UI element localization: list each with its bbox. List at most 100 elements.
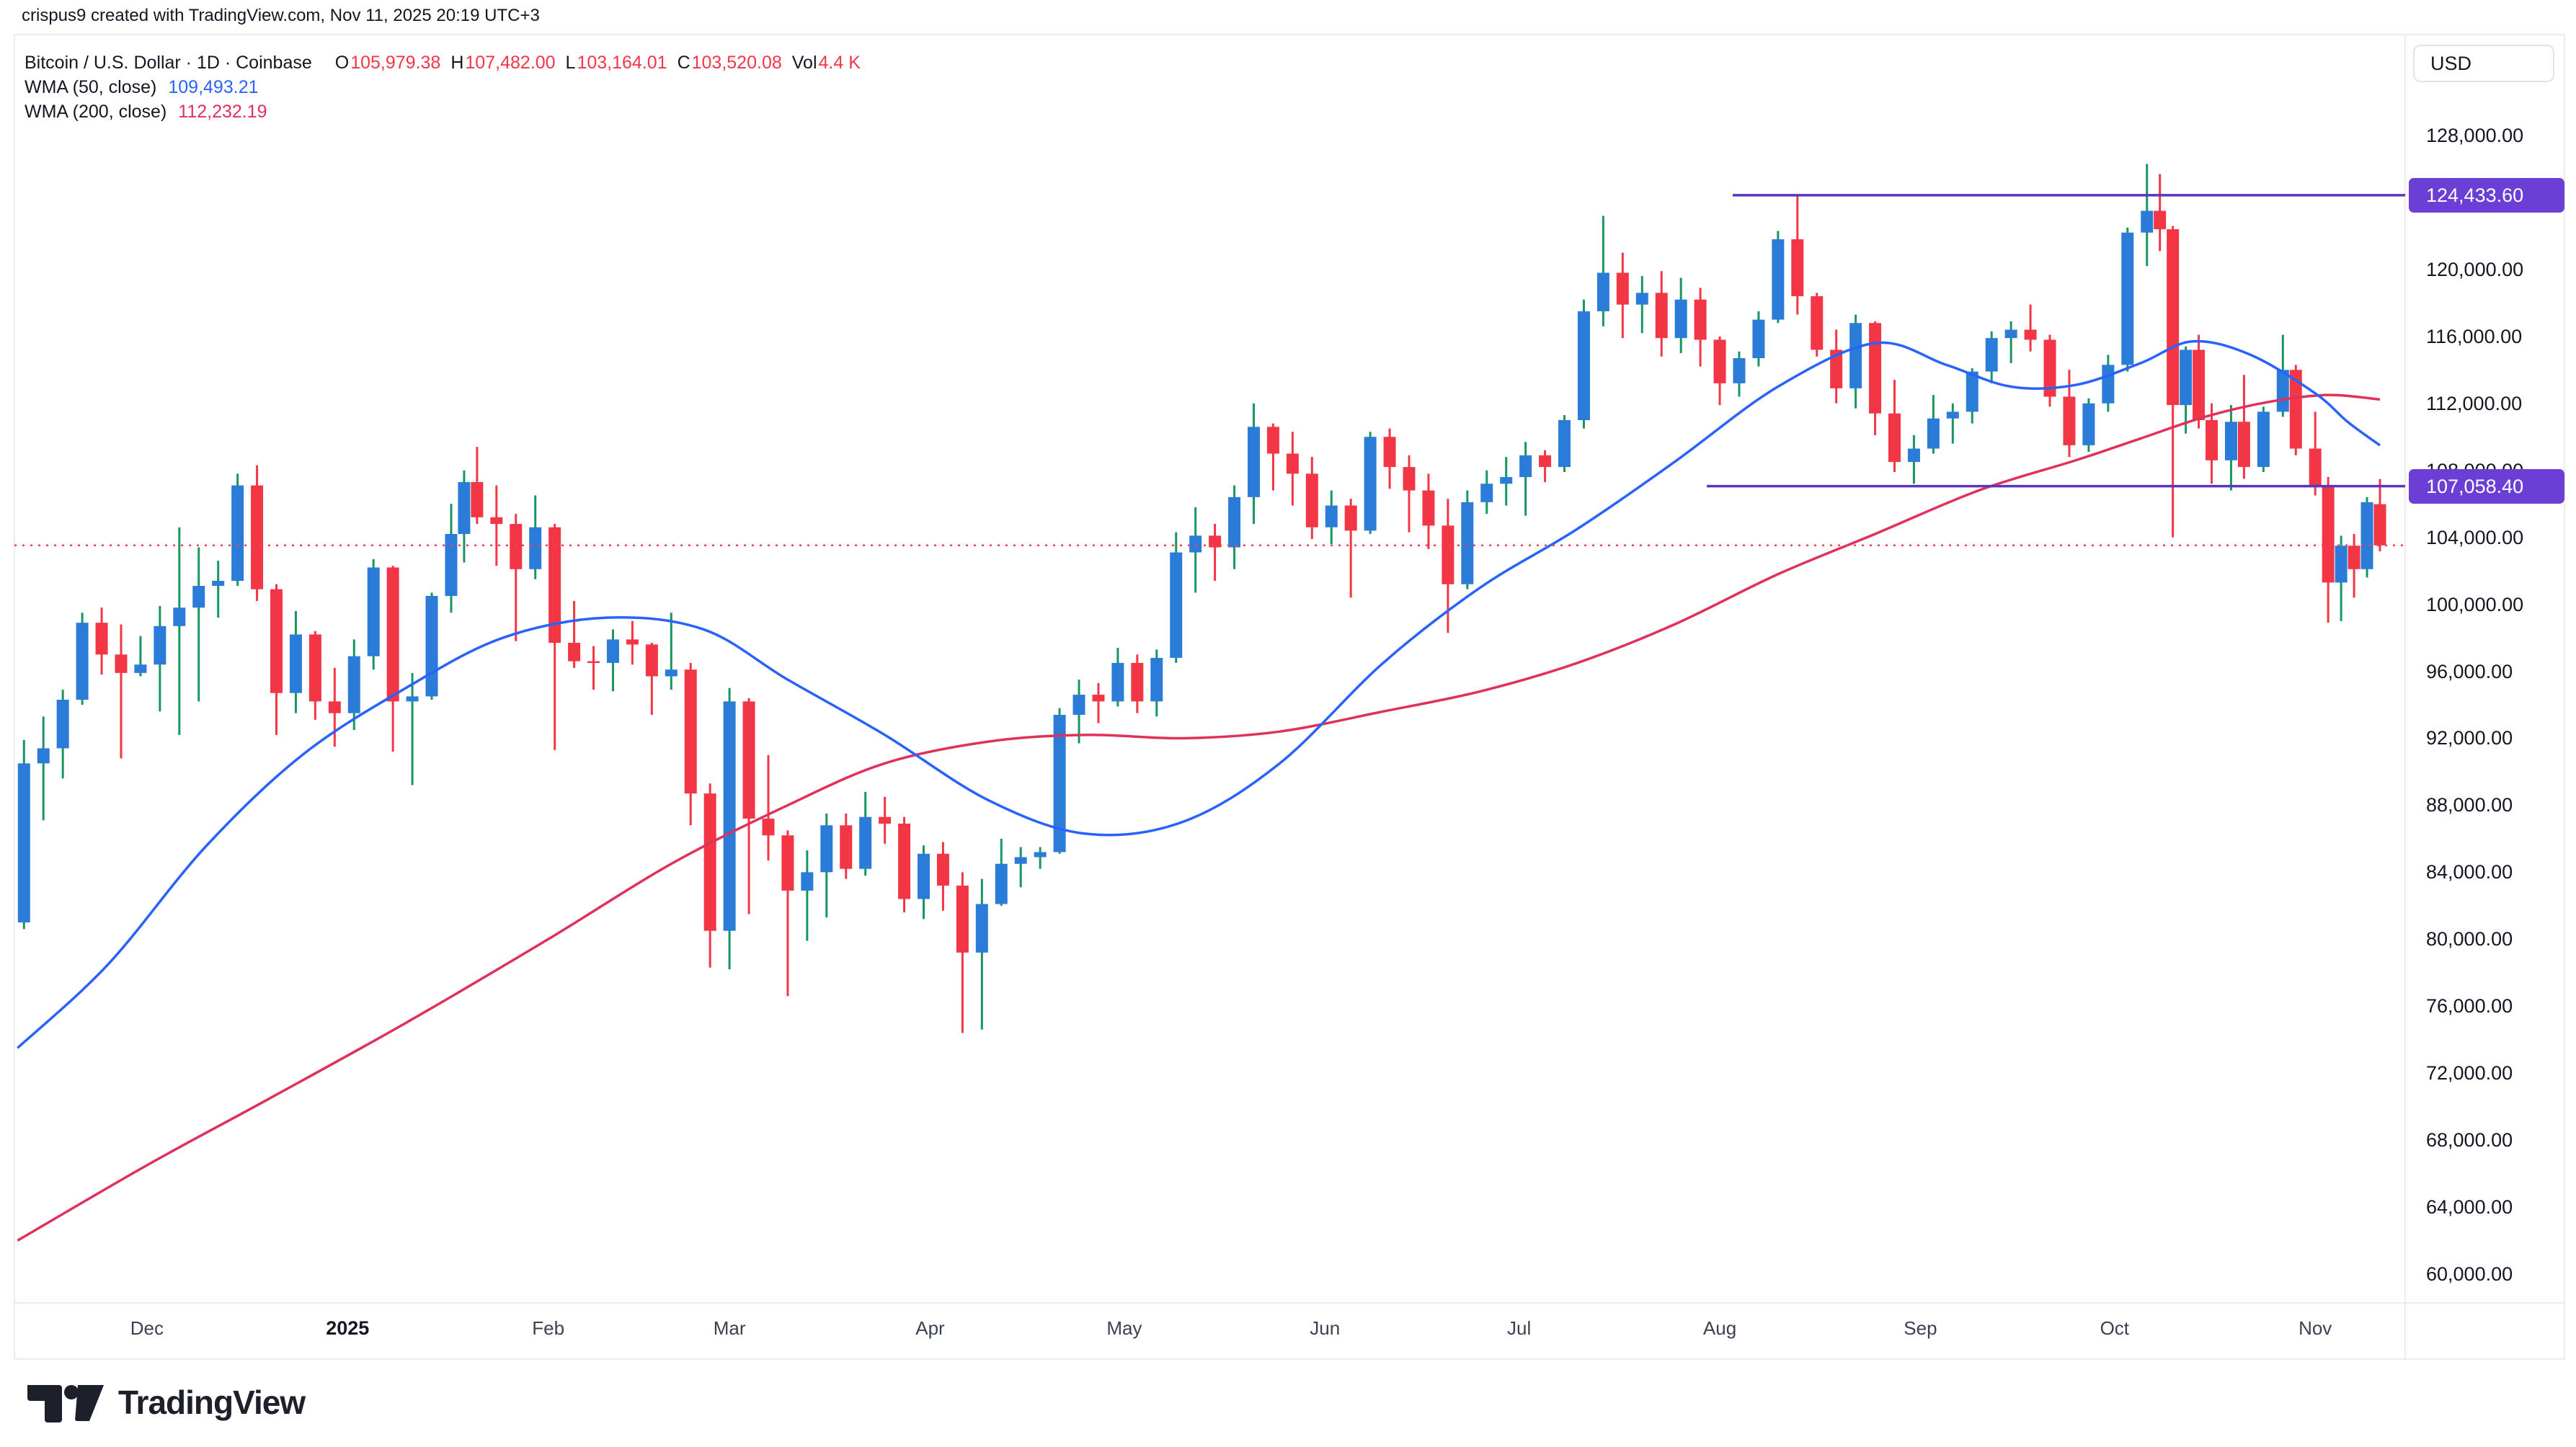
candle[interactable] (56, 690, 69, 779)
candle[interactable] (2024, 304, 2037, 352)
candle[interactable] (1713, 336, 1726, 406)
candle[interactable] (568, 600, 581, 668)
candle[interactable] (2322, 477, 2335, 623)
candle[interactable] (587, 646, 600, 690)
candle[interactable] (1772, 231, 1785, 324)
candle[interactable] (1577, 299, 1590, 429)
candle[interactable] (2193, 334, 2206, 429)
candle[interactable] (1266, 423, 1279, 491)
candles-layer[interactable] (17, 164, 2386, 1033)
candle[interactable] (1480, 470, 1493, 515)
candle[interactable] (2154, 174, 2167, 251)
candle[interactable] (367, 558, 380, 670)
candle[interactable] (898, 816, 911, 913)
candle[interactable] (1383, 428, 1396, 489)
candle[interactable] (1655, 271, 1668, 357)
candle[interactable] (1674, 277, 1687, 354)
candle[interactable] (956, 872, 969, 1033)
candle[interactable] (1811, 293, 1824, 357)
candle[interactable] (2102, 355, 2115, 412)
candle[interactable] (1946, 403, 1959, 444)
candle[interactable] (2309, 411, 2322, 496)
candle[interactable] (529, 495, 542, 579)
candle[interactable] (2335, 535, 2348, 621)
candle[interactable] (2167, 226, 2180, 538)
candle[interactable] (1596, 215, 1609, 326)
candle[interactable] (626, 620, 639, 665)
candle[interactable] (975, 878, 988, 1030)
candle[interactable] (425, 592, 438, 700)
candle[interactable] (458, 470, 471, 563)
candle[interactable] (665, 613, 678, 690)
indicator-row-wma200[interactable]: WMA (200, close) 112,232.19 (25, 99, 861, 124)
candle[interactable] (1034, 847, 1047, 869)
candle[interactable] (918, 845, 930, 920)
candle[interactable] (1558, 415, 1571, 473)
candle[interactable] (115, 624, 128, 759)
candle[interactable] (1539, 450, 1552, 482)
candle[interactable] (2224, 405, 2237, 491)
candle[interactable] (1305, 457, 1318, 539)
candle[interactable] (1325, 490, 1338, 544)
candle[interactable] (270, 584, 283, 735)
candle[interactable] (1247, 403, 1260, 525)
candle[interactable] (2004, 321, 2017, 363)
candle[interactable] (1635, 276, 1648, 334)
candle[interactable] (1170, 532, 1183, 663)
candle[interactable] (762, 754, 775, 861)
candle[interactable] (840, 814, 853, 879)
wma50-line[interactable] (17, 339, 2381, 1049)
candle[interactable] (606, 629, 619, 692)
candle[interactable] (1907, 435, 1920, 484)
candle[interactable] (995, 838, 1008, 906)
indicator-row-wma50[interactable]: WMA (50, close) 109,493.21 (25, 75, 861, 99)
candle[interactable] (1189, 507, 1202, 593)
candle[interactable] (1849, 314, 1862, 409)
candle[interactable] (386, 566, 399, 752)
candle[interactable] (445, 504, 458, 613)
candle[interactable] (134, 636, 147, 677)
candle[interactable] (2043, 334, 2056, 407)
candle[interactable] (173, 527, 186, 735)
candle[interactable] (37, 716, 50, 821)
candle[interactable] (17, 739, 30, 930)
candle[interactable] (1500, 457, 1513, 506)
candle[interactable] (723, 687, 736, 970)
candle[interactable] (251, 465, 264, 601)
candle[interactable] (1209, 524, 1222, 582)
tradingview-logo[interactable]: TradingView (26, 1381, 306, 1424)
candle[interactable] (192, 547, 205, 702)
candle[interactable] (820, 814, 833, 918)
candle[interactable] (1422, 473, 1435, 549)
wma200-line[interactable] (17, 393, 2381, 1242)
candle[interactable] (2121, 227, 2134, 372)
candle[interactable] (1927, 395, 1940, 454)
candle[interactable] (1344, 499, 1357, 598)
candle[interactable] (406, 672, 419, 785)
candle[interactable] (2257, 406, 2270, 473)
candle[interactable] (95, 607, 108, 675)
candle[interactable] (1053, 708, 1066, 854)
candle[interactable] (742, 698, 755, 914)
candle[interactable] (1111, 648, 1124, 707)
candle[interactable] (490, 485, 503, 566)
candle[interactable] (801, 850, 814, 941)
candle[interactable] (2206, 403, 2219, 484)
candle[interactable] (1888, 380, 1901, 473)
candle[interactable] (548, 524, 561, 750)
candle[interactable] (879, 796, 892, 844)
candle[interactable] (1752, 311, 1765, 367)
candle[interactable] (1616, 252, 1629, 339)
candle[interactable] (1985, 331, 1998, 383)
candle[interactable] (2348, 534, 2360, 598)
candle[interactable] (2373, 478, 2386, 552)
candle[interactable] (308, 631, 321, 720)
candle[interactable] (1519, 442, 1532, 516)
candle[interactable] (2360, 497, 2373, 578)
candle[interactable] (2237, 375, 2250, 479)
candle[interactable] (471, 447, 484, 525)
candle[interactable] (212, 561, 225, 618)
candle[interactable] (2180, 346, 2193, 434)
candle[interactable] (1228, 485, 1241, 569)
candle[interactable] (1791, 194, 1804, 315)
